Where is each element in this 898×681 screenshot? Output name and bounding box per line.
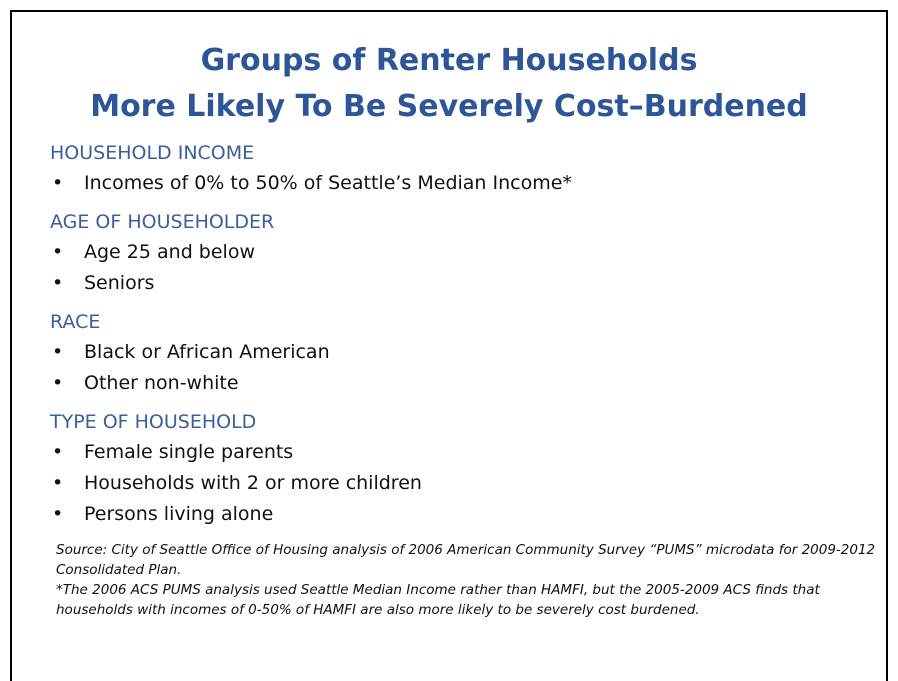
bullet-item: Black or African American	[50, 337, 886, 368]
bullet-item: Age 25 and below	[50, 237, 886, 268]
slide: Groups of Renter Households More Likely T…	[10, 10, 888, 681]
footnote: *The 2006 ACS PUMS analysis used Seattle…	[56, 582, 820, 618]
bullet-list: Age 25 and belowSeniors	[50, 237, 886, 299]
bullet-item: Households with 2 or more children	[50, 468, 886, 499]
bullet-item: Incomes of 0% to 50% of Seattle’s Median…	[50, 168, 886, 199]
section-heading: HOUSEHOLD INCOME	[50, 142, 255, 164]
footnote: Source: City of Seattle Office of Housin…	[56, 542, 876, 578]
section-heading: AGE OF HOUSEHOLDER	[50, 211, 275, 233]
title: Groups of Renter Households More Likely T…	[12, 38, 886, 130]
title-line: Groups of Renter Households	[200, 43, 698, 78]
bullet-item: Female single parents	[50, 437, 886, 468]
bullet-list: Incomes of 0% to 50% of Seattle’s Median…	[50, 168, 886, 199]
bullet-item: Persons living alone	[50, 499, 886, 530]
section-heading: RACE	[50, 311, 101, 333]
footnotes: Source: City of Seattle Office of Housin…	[56, 540, 876, 620]
content: HOUSEHOLD INCOME Incomes of 0% to 50% of …	[50, 140, 886, 530]
bullet-list: Female single parentsHouseholds with 2 o…	[50, 437, 886, 530]
title-line: More Likely To Be Severely Cost–Burdened	[90, 89, 808, 124]
section-heading: TYPE OF HOUSEHOLD	[50, 411, 257, 433]
bullet-item: Seniors	[50, 268, 886, 299]
bullet-item: Other non-white	[50, 368, 886, 399]
bullet-list: Black or African AmericanOther non-white	[50, 337, 886, 399]
